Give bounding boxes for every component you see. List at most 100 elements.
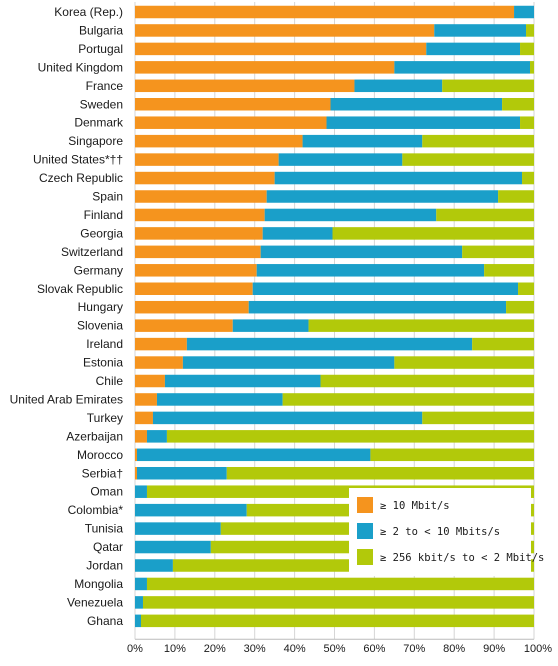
bar-segment: [135, 319, 233, 332]
bar-segment: [326, 116, 521, 129]
category-label: Qatar: [93, 540, 123, 554]
bar-segment: [146, 577, 534, 591]
category-label: Spain: [92, 190, 123, 204]
bar-segment: [166, 430, 535, 443]
bar-segment: [260, 245, 463, 259]
bar-segment: [135, 337, 187, 351]
bar-segment: [135, 411, 153, 425]
bar-segment: [526, 24, 534, 37]
bar-segment: [135, 61, 395, 74]
category-label: Azerbaijan: [66, 429, 123, 443]
category-label: Oman: [90, 485, 123, 499]
category-label: France: [86, 79, 124, 93]
bar-segment: [135, 5, 515, 19]
category-labels: Korea (Rep.) Bulgaria Portugal United Kingd…: [10, 5, 124, 628]
bar-segment: [136, 448, 371, 462]
bar-segment: [142, 596, 535, 609]
bar-segment: [135, 134, 303, 148]
bar-segment: [140, 614, 535, 628]
bar-segment: [332, 227, 534, 240]
bar-segment: [135, 171, 275, 185]
bar-segment: [135, 577, 147, 591]
bar-segment: [135, 393, 157, 406]
bar-segment: [135, 153, 279, 166]
x-tick-label: 70%: [403, 643, 425, 655]
bar-segment: [135, 300, 249, 314]
category-label: United Arab Emirates: [10, 392, 123, 406]
category-label: Venezuela: [67, 595, 123, 609]
legend-label: ≥ 10 Mbit/s: [380, 500, 450, 512]
category-label: Ireland: [86, 337, 123, 351]
bar-segment: [135, 374, 165, 388]
bar-segment: [462, 245, 534, 259]
bar-segment: [156, 393, 283, 406]
category-label: Bulgaria: [79, 23, 123, 37]
bar-segment: [135, 448, 137, 462]
category-label: Hungary: [78, 300, 123, 314]
x-tick-label: 80%: [443, 643, 465, 655]
bar-segment: [422, 411, 534, 425]
x-tick-label: 30%: [244, 643, 266, 655]
x-tick-label: 10%: [164, 643, 186, 655]
bar-segment: [502, 98, 534, 111]
category-label: Chile: [96, 374, 124, 388]
bar-segment: [436, 208, 534, 222]
bar-segment: [135, 356, 183, 369]
bar-segment: [498, 190, 534, 203]
category-label: Denmark: [74, 116, 124, 130]
bar-segment: [484, 264, 534, 277]
bar-segment: [262, 227, 333, 240]
bar-segment: [226, 467, 534, 480]
x-tick-label: 60%: [363, 643, 385, 655]
bar-segment: [135, 540, 211, 554]
bar-segment: [135, 208, 265, 222]
legend-swatch: [357, 549, 373, 565]
bar-segment: [135, 485, 147, 498]
bar-segment: [472, 337, 534, 351]
bar-segment: [182, 356, 395, 369]
category-label: Portugal: [78, 42, 123, 56]
bar-segment: [442, 79, 534, 93]
x-tick-label: 50%: [323, 643, 345, 655]
bar-segment: [514, 5, 534, 19]
legend: ≥ 10 Mbit/s ≥ 2 to < 10 Mbits/s ≥ 256 kbit…: [349, 488, 544, 576]
bar-segment: [256, 264, 485, 277]
bar-segment: [135, 430, 147, 443]
bar-segment: [135, 190, 267, 203]
bar-segment: [422, 134, 534, 148]
bar-segment: [264, 208, 437, 222]
bar-segment: [135, 264, 257, 277]
bar-segment: [186, 337, 473, 351]
bar-segment: [135, 503, 247, 517]
bar-segment: [402, 153, 534, 166]
bar-segment: [135, 42, 427, 56]
bar-segment: [135, 227, 263, 240]
x-tick-label: 90%: [483, 643, 505, 655]
category-label: Slovak Republic: [37, 282, 123, 296]
category-label: Switzerland: [61, 245, 123, 259]
category-label: Singapore: [68, 134, 123, 148]
bar-segment: [266, 190, 499, 203]
category-label: Finland: [84, 208, 123, 222]
category-label: Morocco: [77, 448, 123, 462]
category-label: United Kingdom: [38, 60, 123, 74]
bar-segment: [282, 393, 534, 406]
bar-segment: [370, 448, 534, 462]
bar-segment: [135, 98, 331, 111]
bar-segment: [274, 171, 523, 185]
bar-segment: [426, 42, 521, 56]
x-axis-ticks: 0% 10% 20% 30% 40% 50% 60% 70% 80% 90% 100%: [127, 643, 552, 655]
bar-segment: [135, 116, 327, 129]
x-tick-label: 0%: [127, 643, 143, 655]
bar-segment: [136, 467, 227, 480]
x-tick-label: 20%: [204, 643, 226, 655]
legend-swatch: [357, 497, 373, 513]
category-label: Ghana: [87, 614, 123, 628]
category-label: Estonia: [83, 356, 123, 370]
bar-segment: [135, 467, 137, 480]
category-label: Jordan: [86, 559, 123, 573]
category-label: Colombia*: [68, 503, 124, 517]
bar-segment: [252, 282, 519, 295]
bar-segment: [248, 300, 507, 314]
